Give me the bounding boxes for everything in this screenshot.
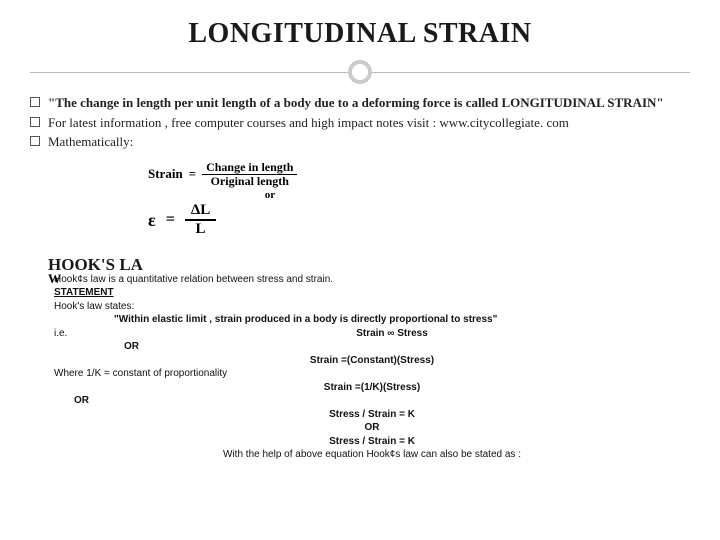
- relation-5: Stress / Strain = K: [54, 435, 690, 449]
- checkbox-icon: [30, 117, 40, 127]
- equals-sign: =: [189, 166, 196, 182]
- relation-3: Strain =(1/K)(Stress): [54, 381, 690, 395]
- bullet-list: "The change in length per unit length of…: [0, 94, 720, 151]
- equals-sign: =: [166, 211, 175, 229]
- bullet-text: For latest information , free computer c…: [48, 114, 569, 132]
- or-label: OR: [124, 340, 690, 354]
- numerator: Change in length: [202, 161, 297, 175]
- fraction: ΔL L: [185, 203, 216, 237]
- formula-row-2: ε = ΔL L: [148, 203, 392, 237]
- hook-states: Hook's law states:: [54, 300, 690, 314]
- bullet-text: Mathematically:: [48, 133, 133, 151]
- formula-block: Strain = Change in length Original lengt…: [140, 157, 400, 241]
- denominator: Original length: [207, 175, 293, 188]
- checkbox-icon: [30, 136, 40, 146]
- ie-row: i.e. Strain ∞ Stress: [54, 327, 690, 341]
- formula-row-1: Strain = Change in length Original lengt…: [148, 161, 392, 188]
- formula-lhs: Strain: [148, 166, 183, 182]
- list-item: For latest information , free computer c…: [30, 114, 690, 132]
- or-label-center: OR: [54, 421, 690, 435]
- relation-2: Strain =(Constant)(Stress): [54, 354, 690, 368]
- hook-tail: With the help of above equation Hook¢s l…: [54, 448, 690, 462]
- list-item: "The change in length per unit length of…: [30, 94, 690, 112]
- where-line: Where 1/K = constant of proportionality: [54, 367, 690, 381]
- hook-quote: "Within elastic limit , strain produced …: [54, 313, 690, 327]
- checkbox-icon: [30, 97, 40, 107]
- page-title: LONGITUDINAL STRAIN: [0, 0, 720, 58]
- ie-label: i.e.: [54, 327, 94, 341]
- denominator: L: [190, 221, 212, 237]
- bullet-text: "The change in length per unit length of…: [48, 94, 664, 112]
- hooks-law-body: Hook¢s law is a quantitative relation be…: [54, 273, 690, 462]
- or-label: OR: [74, 394, 690, 408]
- hook-intro: Hook¢s law is a quantitative relation be…: [54, 273, 690, 287]
- relation-4: Stress / Strain = K: [54, 408, 690, 422]
- epsilon-symbol: ε: [148, 210, 156, 231]
- title-divider: [30, 58, 690, 86]
- numerator: ΔL: [185, 203, 216, 221]
- formula-or: or: [148, 189, 392, 201]
- statement-label: STATEMENT: [54, 286, 690, 300]
- fraction: Change in length Original length: [202, 161, 297, 188]
- relation-1: Strain ∞ Stress: [94, 327, 690, 341]
- list-item: Mathematically:: [30, 133, 690, 151]
- divider-circle-icon: [348, 60, 372, 84]
